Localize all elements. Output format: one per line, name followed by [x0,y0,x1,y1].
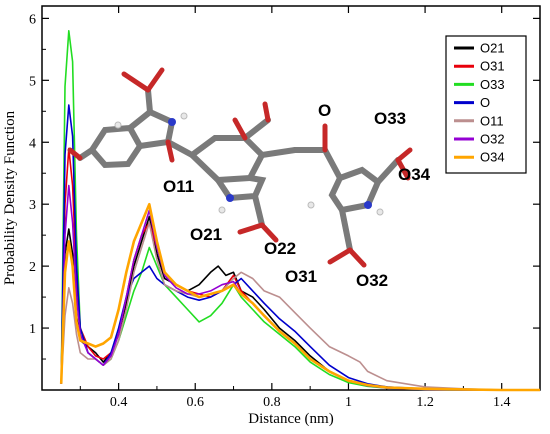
legend: O21 O31 O33 O O11 O32 O34 [445,35,527,174]
y-tick-label: 4 [29,136,36,151]
x-tick-label: 0.8 [263,395,281,410]
x-axis-ticks: 0.4 0.6 0.8 1 1.2 1.4 [79,6,541,410]
legend-label-o32: O32 [480,132,505,147]
series-line-o34 [59,202,540,392]
atom-label-o: O [318,101,331,120]
molecule-structure-image [67,67,413,268]
legend-label-o: O [480,95,490,110]
x-axis-title: Distance (nm) [248,411,333,427]
atom-label-o11: O11 [163,177,194,196]
series-line-o32 [60,184,540,391]
series-lines [59,29,540,392]
x-tick-label: 1.4 [493,395,511,410]
plot-frame [41,5,541,391]
atom-label-o22: O22 [264,239,296,258]
atom-label-o32: O32 [356,271,388,290]
atom-label-o34: O34 [398,165,431,184]
atom-label-o33: O33 [374,109,406,128]
y-tick-label: 2 [29,260,36,275]
y-tick-label: 3 [29,198,36,213]
y-axis-ticks: 1 2 3 4 5 6 [29,12,540,360]
legend-label-o34: O34 [480,150,505,165]
x-tick-label: 0.4 [110,395,128,410]
legend-label-o21: O21 [480,41,505,56]
series-line-o11 [60,222,540,391]
atom-label-o31: O31 [285,267,317,286]
legend-box [445,35,527,174]
x-tick-label: 1.2 [416,395,434,410]
x-tick-label: 1 [345,395,352,410]
legend-label-o11: O11 [480,113,504,128]
y-tick-label: 1 [29,322,36,337]
y-tick-label: 6 [29,12,36,27]
x-tick-label: 0.6 [186,395,204,410]
atom-label-o21: O21 [190,225,222,244]
legend-label-o31: O31 [480,59,505,74]
y-tick-label: 5 [29,74,36,89]
y-axis-title: Probability Density Function [2,110,18,285]
legend-label-o33: O33 [480,77,505,92]
